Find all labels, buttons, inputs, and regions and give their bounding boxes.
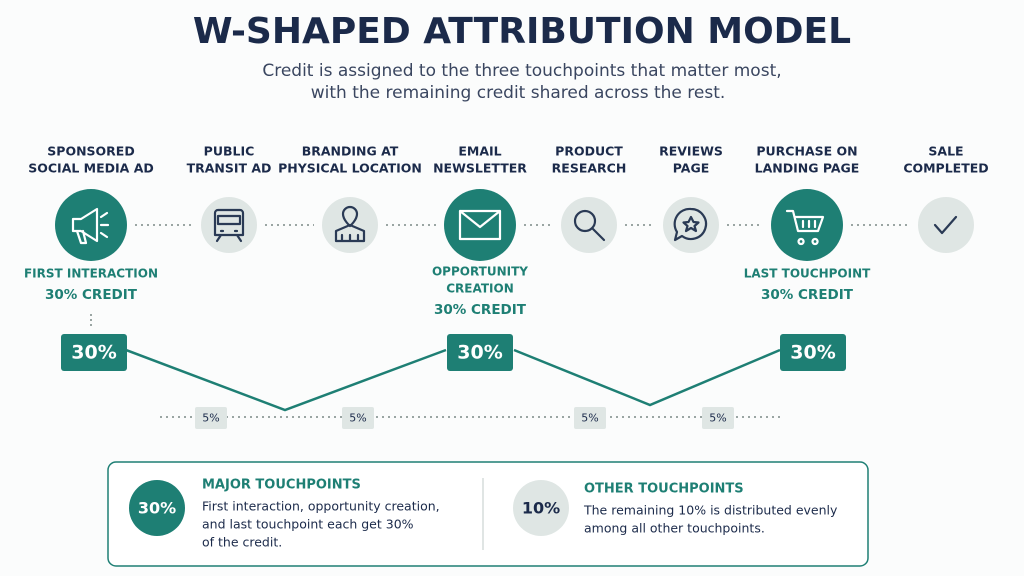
major-credit-box [61, 334, 127, 371]
legend-text: First interaction, opportunity creation, [202, 499, 440, 514]
touchpoint-label: NEWSLETTER [433, 161, 527, 176]
w-line [125, 348, 447, 412]
touchpoint-icon [785, 209, 825, 246]
minor-credit-label: 5% [349, 412, 366, 425]
legend-text: among all other touchpoints. [584, 521, 765, 536]
touchpoint-icon [458, 209, 502, 241]
subtitle: with the remaining credit shared across … [311, 83, 726, 103]
touchpoint-icon [933, 215, 958, 235]
w-line [513, 348, 781, 407]
touchpoint-node [561, 197, 617, 253]
title: W-SHAPED ATTRIBUTION MODEL [193, 11, 851, 52]
touchpoint-label: SPONSORED [47, 144, 134, 159]
touchpoint-node [918, 197, 974, 253]
legend-title: OTHER TOUCHPOINTS [584, 482, 744, 497]
touchpoint-note: FIRST INTERACTION [24, 267, 158, 281]
legend-text: of the credit. [202, 535, 282, 550]
touchpoint-label: EMAIL [458, 144, 501, 159]
legend-badge [129, 480, 185, 536]
minor-credit-box [574, 407, 606, 429]
touchpoint-credit: 30% CREDIT [434, 302, 527, 318]
touchpoint-node [444, 189, 516, 261]
touchpoint-node [55, 189, 127, 261]
legend-panel [107, 461, 869, 567]
minor-credit-box [195, 407, 227, 429]
major-credit-box [447, 334, 513, 371]
touchpoint-label: LANDING PAGE [755, 161, 860, 176]
touchpoint-label: REVIEWS [659, 144, 723, 159]
touchpoint-icon [673, 207, 708, 242]
touchpoint-icon [71, 207, 110, 245]
touchpoint-icon [213, 208, 245, 243]
touchpoint-label: PAGE [673, 161, 710, 176]
touchpoint-note: CREATION [446, 282, 514, 296]
touchpoint-note: OPPORTUNITY [432, 265, 528, 279]
legend-text: The remaining 10% is distributed evenly [583, 503, 838, 518]
legend-title: MAJOR TOUCHPOINTS [202, 478, 361, 493]
touchpoint-label: RESEARCH [552, 161, 627, 176]
touchpoint-icon [573, 209, 606, 242]
major-credit-label: 30% [790, 342, 835, 364]
touchpoint-credit: 30% CREDIT [761, 287, 854, 303]
legend-text: and last touchpoint each get 30% [202, 517, 414, 532]
minor-credit-label: 5% [581, 412, 598, 425]
major-credit-label: 30% [457, 342, 502, 364]
touchpoint-node [771, 189, 843, 261]
touchpoint-note: LAST TOUCHPOINT [744, 267, 871, 281]
touchpoint-node [663, 197, 719, 253]
legend-badge-label: 30% [138, 499, 176, 518]
touchpoint-label: SALE [928, 144, 963, 159]
minor-credit-box [342, 407, 374, 429]
minor-credit-label: 5% [202, 412, 219, 425]
minor-credit-label: 5% [709, 412, 726, 425]
subtitle: Credit is assigned to the three touchpoi… [262, 61, 781, 81]
legend-badge-label: 10% [522, 499, 560, 518]
legend-badge [513, 480, 569, 536]
touchpoint-label: PRODUCT [555, 144, 623, 159]
major-credit-box [780, 334, 846, 371]
touchpoint-credit: 30% CREDIT [45, 287, 138, 303]
touchpoint-label: BRANDING AT [302, 144, 399, 159]
minor-credit-box [702, 407, 734, 429]
touchpoint-label: TRANSIT AD [187, 161, 272, 176]
touchpoint-label: PURCHASE ON [756, 144, 857, 159]
major-credit-label: 30% [71, 342, 116, 364]
touchpoint-label: SOCIAL MEDIA AD [28, 161, 154, 176]
touchpoint-label: PUBLIC [204, 144, 255, 159]
touchpoint-label: COMPLETED [903, 161, 988, 176]
touchpoint-label: PHYSICAL LOCATION [278, 161, 422, 176]
touchpoint-icon [334, 205, 366, 243]
